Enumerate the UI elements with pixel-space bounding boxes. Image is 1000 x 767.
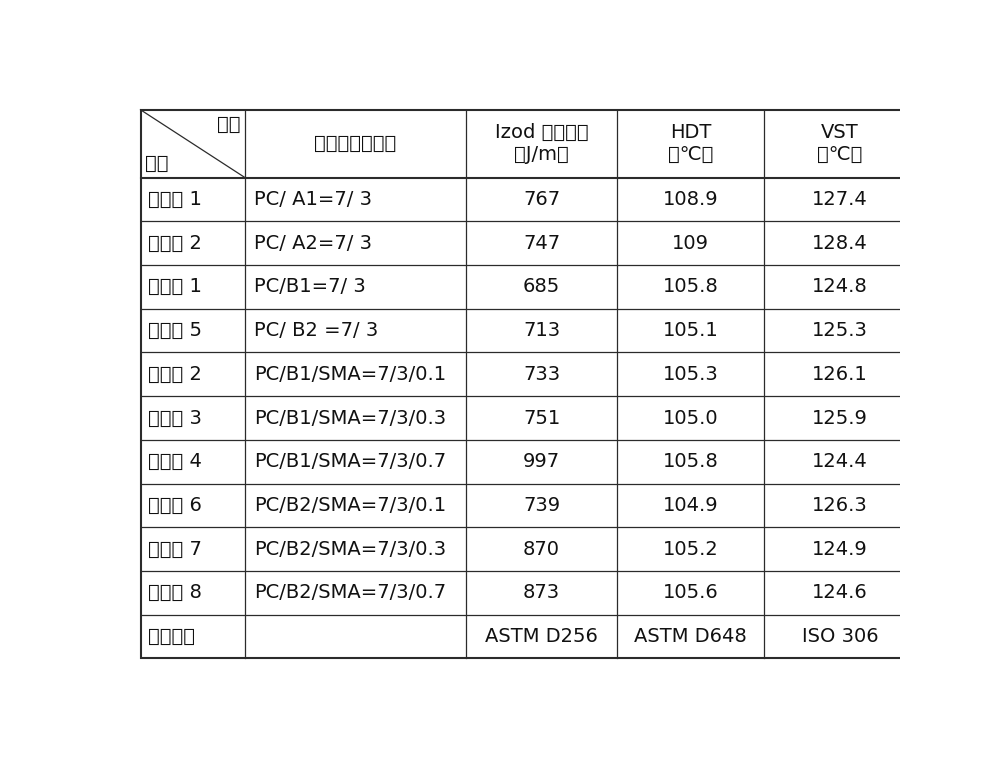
- Text: PC/ A1=7/ 3: PC/ A1=7/ 3: [254, 190, 372, 209]
- Text: PC/B1=7/ 3: PC/B1=7/ 3: [254, 278, 366, 296]
- Text: 127.4: 127.4: [812, 190, 868, 209]
- Text: 124.8: 124.8: [812, 278, 868, 296]
- Text: 739: 739: [523, 496, 560, 515]
- Text: 105.6: 105.6: [663, 584, 719, 602]
- Text: PC/B2/SMA=7/3/0.7: PC/B2/SMA=7/3/0.7: [254, 584, 447, 602]
- Text: PC/B1/SMA=7/3/0.1: PC/B1/SMA=7/3/0.1: [254, 365, 447, 384]
- Text: 105.8: 105.8: [663, 453, 719, 471]
- Text: 性能: 性能: [217, 114, 240, 133]
- Text: 109: 109: [672, 234, 709, 253]
- Text: 比较例 4: 比较例 4: [148, 453, 202, 471]
- Text: PC/B1/SMA=7/3/0.7: PC/B1/SMA=7/3/0.7: [254, 453, 447, 471]
- Text: 125.9: 125.9: [812, 409, 868, 427]
- Text: 126.1: 126.1: [812, 365, 868, 384]
- Text: 样品: 样品: [145, 154, 169, 173]
- Text: 128.4: 128.4: [812, 234, 868, 253]
- Text: PC/ A2=7/ 3: PC/ A2=7/ 3: [254, 234, 372, 253]
- Text: 124.9: 124.9: [812, 540, 868, 558]
- Text: Izod 冲击强度
（J/m）: Izod 冲击强度 （J/m）: [495, 123, 588, 164]
- Text: 733: 733: [523, 365, 560, 384]
- Text: 997: 997: [523, 453, 560, 471]
- Text: 105.0: 105.0: [663, 409, 719, 427]
- Text: 870: 870: [523, 540, 560, 558]
- Text: 105.1: 105.1: [663, 321, 719, 340]
- Text: 比较例 1: 比较例 1: [148, 278, 202, 296]
- Text: PC/B1/SMA=7/3/0.3: PC/B1/SMA=7/3/0.3: [254, 409, 447, 427]
- Text: 实施例 1: 实施例 1: [148, 190, 202, 209]
- Text: 105.2: 105.2: [663, 540, 719, 558]
- Text: PC/B2/SMA=7/3/0.1: PC/B2/SMA=7/3/0.1: [254, 496, 447, 515]
- Text: 测定方法: 测定方法: [148, 627, 195, 646]
- Text: HDT
（℃）: HDT （℃）: [668, 123, 713, 164]
- Text: 873: 873: [523, 584, 560, 602]
- Text: 104.9: 104.9: [663, 496, 719, 515]
- Text: 747: 747: [523, 234, 560, 253]
- Text: 比较例 5: 比较例 5: [148, 321, 202, 340]
- Text: ISO 306: ISO 306: [802, 627, 878, 646]
- Text: 108.9: 108.9: [663, 190, 719, 209]
- Text: 125.3: 125.3: [812, 321, 868, 340]
- Text: 比较例 8: 比较例 8: [148, 584, 202, 602]
- Text: 124.4: 124.4: [812, 453, 868, 471]
- Text: 751: 751: [523, 409, 560, 427]
- Text: 767: 767: [523, 190, 560, 209]
- Text: 124.6: 124.6: [812, 584, 868, 602]
- Text: VST
（℃）: VST （℃）: [817, 123, 863, 164]
- Text: 比较例 7: 比较例 7: [148, 540, 202, 558]
- Text: 105.3: 105.3: [663, 365, 719, 384]
- Text: 126.3: 126.3: [812, 496, 868, 515]
- Text: 组成（重量份）: 组成（重量份）: [314, 134, 397, 153]
- Text: 685: 685: [523, 278, 560, 296]
- Text: ASTM D256: ASTM D256: [485, 627, 598, 646]
- Text: 实施例 2: 实施例 2: [148, 234, 202, 253]
- Text: 比较例 2: 比较例 2: [148, 365, 202, 384]
- Text: 比较例 3: 比较例 3: [148, 409, 202, 427]
- Text: PC/B2/SMA=7/3/0.3: PC/B2/SMA=7/3/0.3: [254, 540, 447, 558]
- Text: PC/ B2 =7/ 3: PC/ B2 =7/ 3: [254, 321, 379, 340]
- Text: 713: 713: [523, 321, 560, 340]
- Text: 比较例 6: 比较例 6: [148, 496, 202, 515]
- Text: ASTM D648: ASTM D648: [634, 627, 747, 646]
- Text: 105.8: 105.8: [663, 278, 719, 296]
